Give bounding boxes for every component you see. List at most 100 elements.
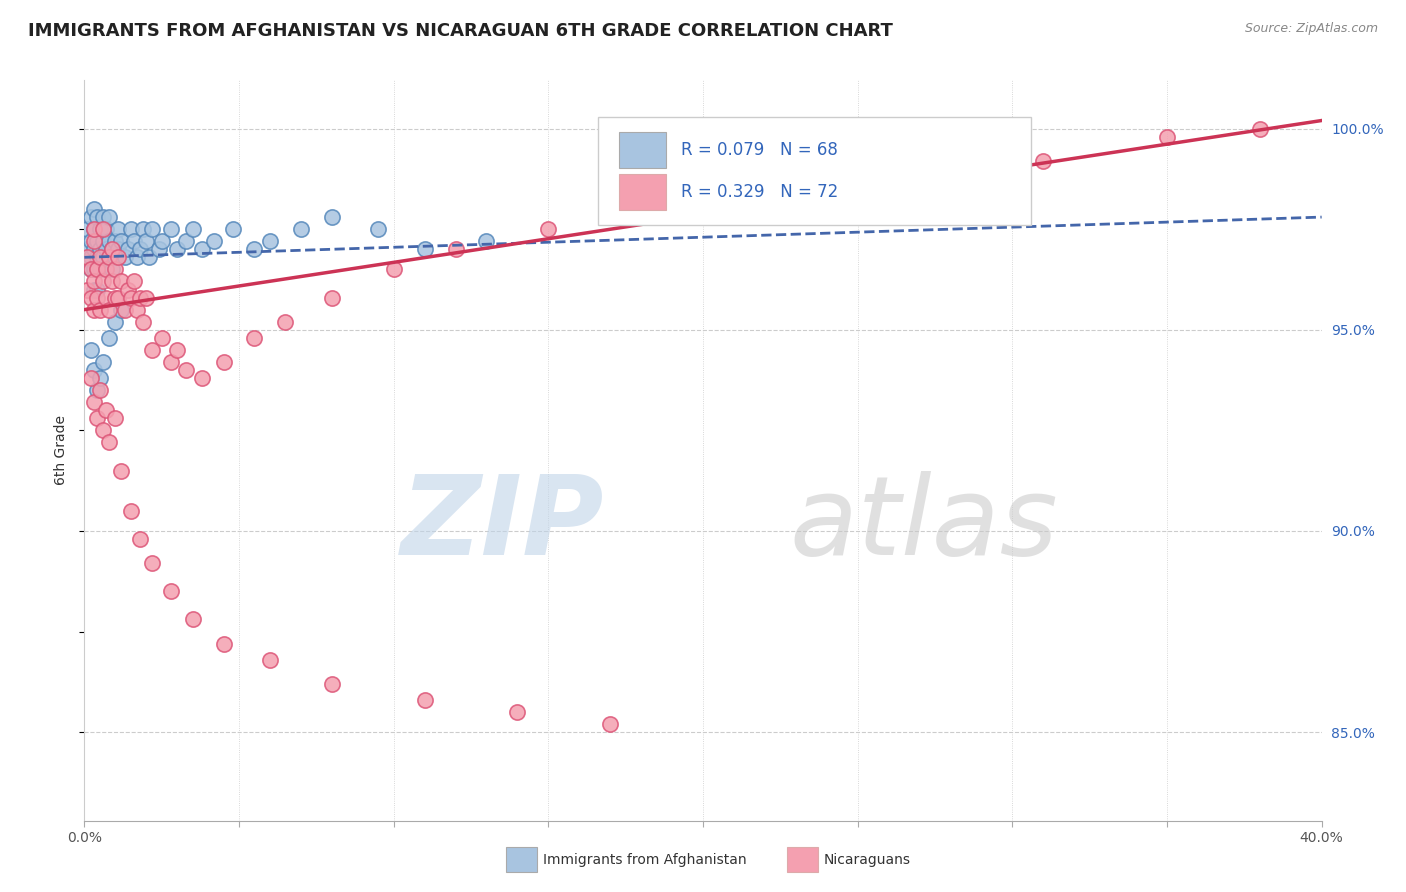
Point (160, 355, 183, 369)
Point (104, 250, 127, 264)
Point (125, 250, 148, 264)
Point (129, 291, 152, 305)
Point (83, 262, 105, 277)
Point (79, 262, 101, 277)
Point (83, 202, 105, 216)
Point (79, 291, 101, 305)
Point (107, 291, 129, 305)
Point (321, 677, 343, 691)
Point (107, 222, 129, 236)
Point (212, 637, 235, 651)
Point (89, 383, 111, 397)
Point (110, 234, 132, 248)
Point (754, 182, 776, 196)
Point (83, 234, 105, 248)
Point (79, 371, 101, 385)
Point (101, 262, 124, 277)
Point (290, 222, 312, 236)
Point (94, 262, 117, 277)
Point (86, 210, 108, 224)
Point (76, 250, 98, 264)
Point (150, 234, 173, 248)
Point (89, 302, 111, 317)
Point (89, 250, 111, 264)
Point (76, 242, 98, 256)
Point (94, 291, 117, 305)
Point (148, 242, 170, 256)
Point (599, 717, 621, 731)
Point (141, 222, 163, 236)
Point (79, 262, 101, 277)
Point (141, 343, 163, 357)
Point (274, 315, 297, 329)
Point (86, 262, 108, 277)
Point (114, 302, 136, 317)
Point (86, 234, 108, 248)
Point (86, 283, 108, 297)
Text: Source: ZipAtlas.com: Source: ZipAtlas.com (1244, 22, 1378, 36)
Point (132, 222, 155, 236)
Point (76, 283, 98, 297)
Point (413, 242, 436, 256)
Point (125, 302, 148, 317)
Point (91, 222, 114, 236)
Point (160, 584, 183, 599)
Point (259, 234, 281, 248)
Point (877, 169, 900, 184)
Point (202, 234, 225, 248)
Point (83, 242, 105, 256)
Text: IMMIGRANTS FROM AFGHANISTAN VS NICARAGUAN 6TH GRADE CORRELATION CHART: IMMIGRANTS FROM AFGHANISTAN VS NICARAGUA… (28, 22, 893, 40)
Point (243, 331, 266, 345)
Point (367, 222, 389, 236)
Point (138, 250, 160, 264)
Y-axis label: 6th Grade: 6th Grade (55, 416, 69, 485)
Point (83, 275, 105, 289)
Point (166, 343, 188, 357)
Point (181, 612, 204, 626)
Point (1032, 153, 1054, 168)
Point (101, 275, 124, 289)
Point (107, 242, 129, 256)
Point (110, 275, 132, 289)
Point (79, 250, 101, 264)
Point (129, 242, 152, 256)
Text: ZIP: ZIP (401, 471, 605, 578)
Point (129, 532, 152, 546)
Point (150, 331, 173, 345)
Point (321, 291, 343, 305)
Point (135, 234, 157, 248)
Point (191, 242, 214, 256)
Point (83, 395, 105, 409)
Point (120, 504, 142, 518)
Point (413, 693, 436, 707)
Point (98, 210, 121, 224)
Point (104, 262, 127, 277)
Point (101, 242, 124, 256)
Point (259, 653, 281, 667)
Point (1249, 121, 1271, 136)
Point (79, 343, 101, 357)
Point (630, 202, 652, 216)
Text: R = 0.079   N = 68: R = 0.079 N = 68 (681, 141, 838, 159)
Point (141, 556, 163, 570)
FancyBboxPatch shape (598, 118, 1031, 225)
Point (94, 222, 117, 236)
Point (243, 242, 266, 256)
Point (104, 315, 127, 329)
Point (91, 234, 114, 248)
Point (79, 210, 101, 224)
Point (444, 242, 467, 256)
Point (94, 262, 117, 277)
Point (89, 242, 111, 256)
Point (160, 222, 183, 236)
Point (91, 423, 114, 437)
Point (94, 403, 117, 417)
Point (86, 411, 108, 425)
Point (98, 331, 121, 345)
Point (114, 250, 136, 264)
Bar (619, 132, 666, 168)
Point (122, 234, 145, 248)
Point (212, 355, 235, 369)
Point (98, 250, 121, 264)
Text: atlas: atlas (790, 471, 1059, 578)
